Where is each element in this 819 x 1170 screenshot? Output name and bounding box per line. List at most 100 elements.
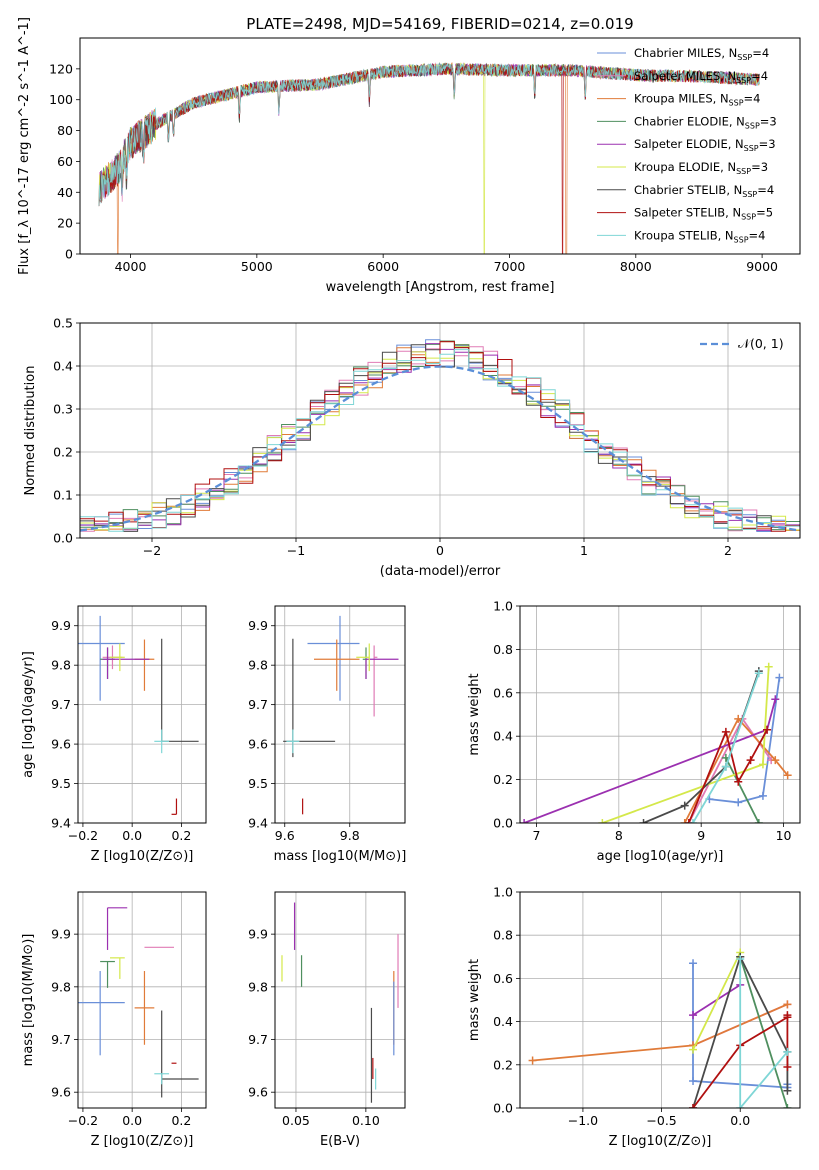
x-tick-label: 9.6	[275, 828, 295, 843]
y-tick-label: 9.4	[51, 816, 71, 831]
error-bar	[154, 1073, 170, 1085]
weight-marker	[783, 1062, 792, 1071]
weight-marker	[754, 669, 763, 678]
y-axis-label: mass weight	[467, 673, 482, 755]
weight-marker	[764, 662, 773, 671]
y-tick-label: 60	[57, 154, 73, 169]
weight-marker	[758, 760, 767, 769]
x-tick-label: 9.8	[340, 828, 360, 843]
y-tick-label: 20	[57, 216, 73, 231]
mass_vs_Z-axes: −0.2 0.0 0.2 9.6 9.7 9.8 9.9 Z [log10(Z/Z⊙)] mas…	[21, 891, 207, 1149]
x-axis-label: Z [log10(Z/Z⊙)]	[91, 1134, 194, 1149]
x-tick-label: 0.2	[171, 1113, 191, 1128]
y-tick-label: 80	[57, 123, 73, 138]
age_vs_Z-frame	[77, 605, 207, 824]
x-tick-label: 0.0	[122, 1113, 142, 1128]
error-bar	[283, 638, 336, 758]
x-tick-label: −0.5	[646, 1113, 676, 1128]
x-tick-label: 10	[776, 828, 792, 843]
mass_weight_vs_age-axes: 7 8 9 10 0.0 0.2 0.4 0.6 0.8 1.0 age [log10(age/yr…	[467, 599, 801, 864]
weight-marker	[734, 798, 743, 807]
y-axis-label: mass weight	[467, 959, 482, 1041]
spectrum-plot-area	[98, 61, 760, 254]
error-bar	[102, 647, 150, 679]
error-bar	[365, 658, 399, 679]
y-tick-label: 9.9	[248, 618, 268, 633]
weight-marker	[736, 1104, 745, 1108]
weight-marker	[734, 777, 743, 786]
error-bar	[100, 960, 115, 988]
legend-value: =4	[744, 92, 761, 106]
y-tick-label: 9.9	[248, 927, 268, 942]
legend-value: =3	[751, 160, 768, 174]
x-tick-label: 7000	[494, 259, 526, 274]
legend-value: =3	[760, 114, 777, 128]
x-tick-label: 0.05	[282, 1113, 310, 1128]
x-tick-label: 0.10	[352, 1113, 380, 1128]
y-tick-label: 40	[57, 185, 73, 200]
mass_vs_Z-frame	[77, 891, 207, 1109]
mass_weight_vs_age-frame	[519, 605, 801, 824]
weight-marker	[736, 954, 745, 963]
x-tick-label: 0.0	[730, 1113, 750, 1128]
weight-marker	[528, 1056, 537, 1065]
legend-label: Chabrier MILES, NSSP=4	[634, 46, 769, 62]
error-bar	[356, 643, 370, 672]
histogram-step	[80, 349, 800, 532]
x-tick-label: 2	[724, 543, 732, 558]
weight-marker	[783, 1104, 792, 1108]
weight-line	[709, 677, 781, 804]
x-tick-label: 5000	[241, 259, 273, 274]
legend-label: Chabrier ELODIE, NSSP=3	[634, 114, 777, 130]
x-axis-label: (data-model)/error	[380, 564, 501, 579]
y-tick-label: 0	[65, 247, 73, 262]
weight-line	[692, 952, 742, 1051]
legend-label: Kroupa ELODIE, NSSP=3	[634, 160, 768, 176]
spectrum-frame	[79, 37, 801, 255]
y-tick-label: 9.6	[51, 1085, 71, 1100]
legend-label: Chabrier STELIB, NSSP=4	[634, 183, 774, 199]
error-bar	[161, 638, 199, 742]
y-tick-label: 0.2	[53, 445, 73, 460]
weight-line	[725, 757, 760, 823]
y-tick-label: 0.8	[493, 928, 513, 943]
y-tick-label: 9.8	[51, 979, 71, 994]
legend-label: Salpeter ELODIE, NSSP=3	[634, 137, 776, 153]
y-tick-label: 9.7	[248, 697, 268, 712]
x-axis-label: age [log10(age/yr)]	[597, 849, 724, 864]
y-tick-label: 9.6	[248, 1085, 268, 1100]
age_vs_mass-frame	[274, 605, 406, 824]
y-tick-label: 0.4	[493, 1014, 513, 1029]
weight-marker	[680, 801, 689, 810]
mass_weight_vs_age-plot-area	[520, 662, 792, 823]
age_vs_Z-plot-area	[78, 615, 199, 815]
y-axis-label: age [log10(age/yr)]	[21, 651, 36, 778]
weight-marker	[598, 819, 607, 823]
x-tick-label: −1	[287, 543, 305, 558]
weight-marker	[688, 819, 697, 823]
weight-marker	[783, 771, 792, 780]
x-axis-label: Z [log10(Z/Z⊙)]	[91, 849, 194, 864]
x-tick-label: −0.2	[68, 828, 98, 843]
weight-marker	[771, 695, 780, 704]
y-tick-label: 0.8	[493, 642, 513, 657]
weight-marker	[689, 1104, 698, 1108]
error-bar	[78, 615, 125, 701]
weight-line	[739, 956, 789, 1108]
spectrum-line	[98, 62, 760, 206]
y-tick-label: 9.9	[51, 927, 71, 942]
y-tick-label: 0.6	[493, 971, 513, 986]
legend-subscript: SSP	[742, 190, 757, 199]
legend-subscript: SSP	[737, 53, 752, 62]
legend-label: 𝒩(0, 1)	[738, 336, 784, 351]
weight-marker	[639, 819, 648, 823]
y-axis-label: mass [log10(M/M⊙)]	[21, 934, 36, 1067]
weight-marker	[721, 762, 730, 771]
x-axis-label: Z [log10(Z/Z⊙)]	[609, 1134, 712, 1149]
y-tick-label: 9.5	[51, 776, 71, 791]
legend-label: Salpeter STELIB, NSSP=5	[634, 206, 773, 222]
x-tick-label: 4000	[115, 259, 147, 274]
y-tick-label: 0.2	[493, 1057, 513, 1072]
legend-label: Kroupa MILES, NSSP=4	[634, 92, 760, 108]
